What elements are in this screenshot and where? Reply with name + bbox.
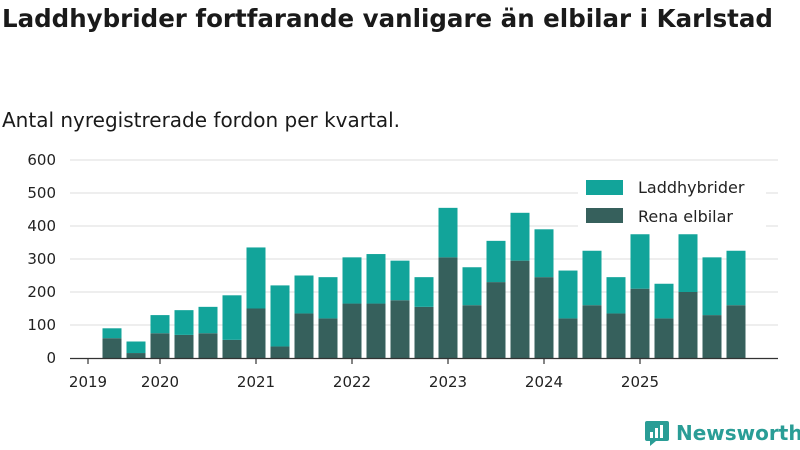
y-axis: 0 100 200 300 400 500 600	[27, 151, 56, 367]
bar-laddhybrider	[222, 295, 242, 340]
bar-rena-elbilar	[246, 308, 266, 358]
newsworthy-logo: Newsworthy	[644, 419, 800, 447]
bar-rena-elbilar	[198, 333, 218, 358]
bar-rena-elbilar	[438, 257, 458, 358]
chart-subtitle: Antal nyregistrerade fordon per kvartal.	[2, 108, 401, 132]
bar-laddhybrider	[678, 234, 698, 292]
bar-laddhybrider	[486, 240, 506, 283]
bar-rena-elbilar	[294, 313, 314, 358]
logo-text: Newsworthy	[676, 421, 800, 445]
bar-laddhybrider	[630, 234, 650, 289]
bar-rena-elbilar	[726, 305, 746, 358]
bar-rena-elbilar	[702, 315, 722, 358]
x-tick-label: 2024	[525, 373, 563, 391]
x-axis: 2019 2020 2021 2022 2023 2024 2025	[69, 357, 778, 391]
bar-laddhybrider	[318, 277, 338, 319]
bar-rena-elbilar	[534, 277, 554, 358]
bar-laddhybrider	[702, 257, 722, 316]
bar-rena-elbilar	[174, 334, 194, 358]
bar-laddhybrider	[438, 207, 458, 258]
bar-laddhybrider	[174, 310, 194, 335]
x-tick-label: 2019	[69, 373, 107, 391]
bar-rena-elbilar	[222, 339, 242, 358]
bar-rena-elbilar	[126, 353, 146, 358]
bar-rena-elbilar	[414, 306, 434, 358]
legend-swatch-rena-elbilar	[586, 208, 623, 223]
bar-laddhybrider	[150, 315, 170, 334]
bar-laddhybrider	[126, 341, 146, 354]
bar-rena-elbilar	[462, 305, 482, 358]
bar-rena-elbilar	[486, 282, 506, 358]
legend-label-laddhybrider: Laddhybrider	[638, 178, 745, 197]
y-tick-label: 300	[27, 250, 56, 268]
y-tick-label: 400	[27, 217, 56, 235]
bar-laddhybrider	[582, 250, 602, 306]
bar-rena-elbilar	[630, 288, 650, 358]
bar-rena-elbilar	[342, 303, 362, 358]
x-tick-label: 2023	[429, 373, 467, 391]
y-tick-label: 600	[27, 151, 56, 169]
bar-laddhybrider	[270, 285, 290, 347]
x-tick-label: 2021	[237, 373, 275, 391]
chart-title: Laddhybrider fortfarande vanligare än el…	[2, 4, 773, 33]
y-tick-label: 0	[46, 349, 56, 367]
bar-rena-elbilar	[150, 333, 170, 358]
bar-laddhybrider	[366, 254, 386, 304]
bar-rena-elbilar	[678, 292, 698, 358]
bar-laddhybrider	[294, 275, 314, 314]
x-tick-label: 2025	[621, 373, 659, 391]
legend: Laddhybrider Rena elbilar	[578, 174, 766, 234]
bar-rena-elbilar	[558, 318, 578, 358]
x-tick-label: 2020	[141, 373, 179, 391]
bar-rena-elbilar	[654, 318, 674, 358]
bar-rena-elbilar	[606, 313, 626, 358]
bar-laddhybrider	[558, 270, 578, 319]
bar-rena-elbilar	[390, 300, 410, 358]
bar-rena-elbilar	[102, 338, 122, 358]
bar-rena-elbilar	[510, 260, 530, 358]
bar-rena-elbilar	[318, 318, 338, 358]
x-tick-label: 2022	[333, 373, 371, 391]
bar-laddhybrider	[102, 328, 122, 339]
bar-laddhybrider	[606, 277, 626, 314]
y-tick-label: 500	[27, 184, 56, 202]
bar-rena-elbilar	[270, 346, 290, 358]
bar-laddhybrider	[198, 306, 218, 334]
bar-laddhybrider	[414, 277, 434, 307]
bar-rena-elbilar	[366, 303, 386, 358]
bar-laddhybrider	[246, 247, 266, 309]
bar-laddhybrider	[462, 267, 482, 306]
bar-laddhybrider	[390, 260, 410, 301]
bar-laddhybrider	[726, 250, 746, 306]
bars	[102, 207, 746, 358]
bar-rena-elbilar	[582, 305, 602, 358]
legend-swatch-laddhybrider	[586, 180, 623, 195]
legend-label-rena-elbilar: Rena elbilar	[638, 207, 733, 226]
bar-laddhybrider	[342, 257, 362, 304]
newsworthy-logo-icon	[645, 421, 669, 446]
bar-laddhybrider	[654, 283, 674, 319]
bar-laddhybrider	[510, 212, 530, 261]
y-tick-label: 200	[27, 283, 56, 301]
y-tick-label: 100	[27, 316, 56, 334]
bar-laddhybrider	[534, 229, 554, 278]
